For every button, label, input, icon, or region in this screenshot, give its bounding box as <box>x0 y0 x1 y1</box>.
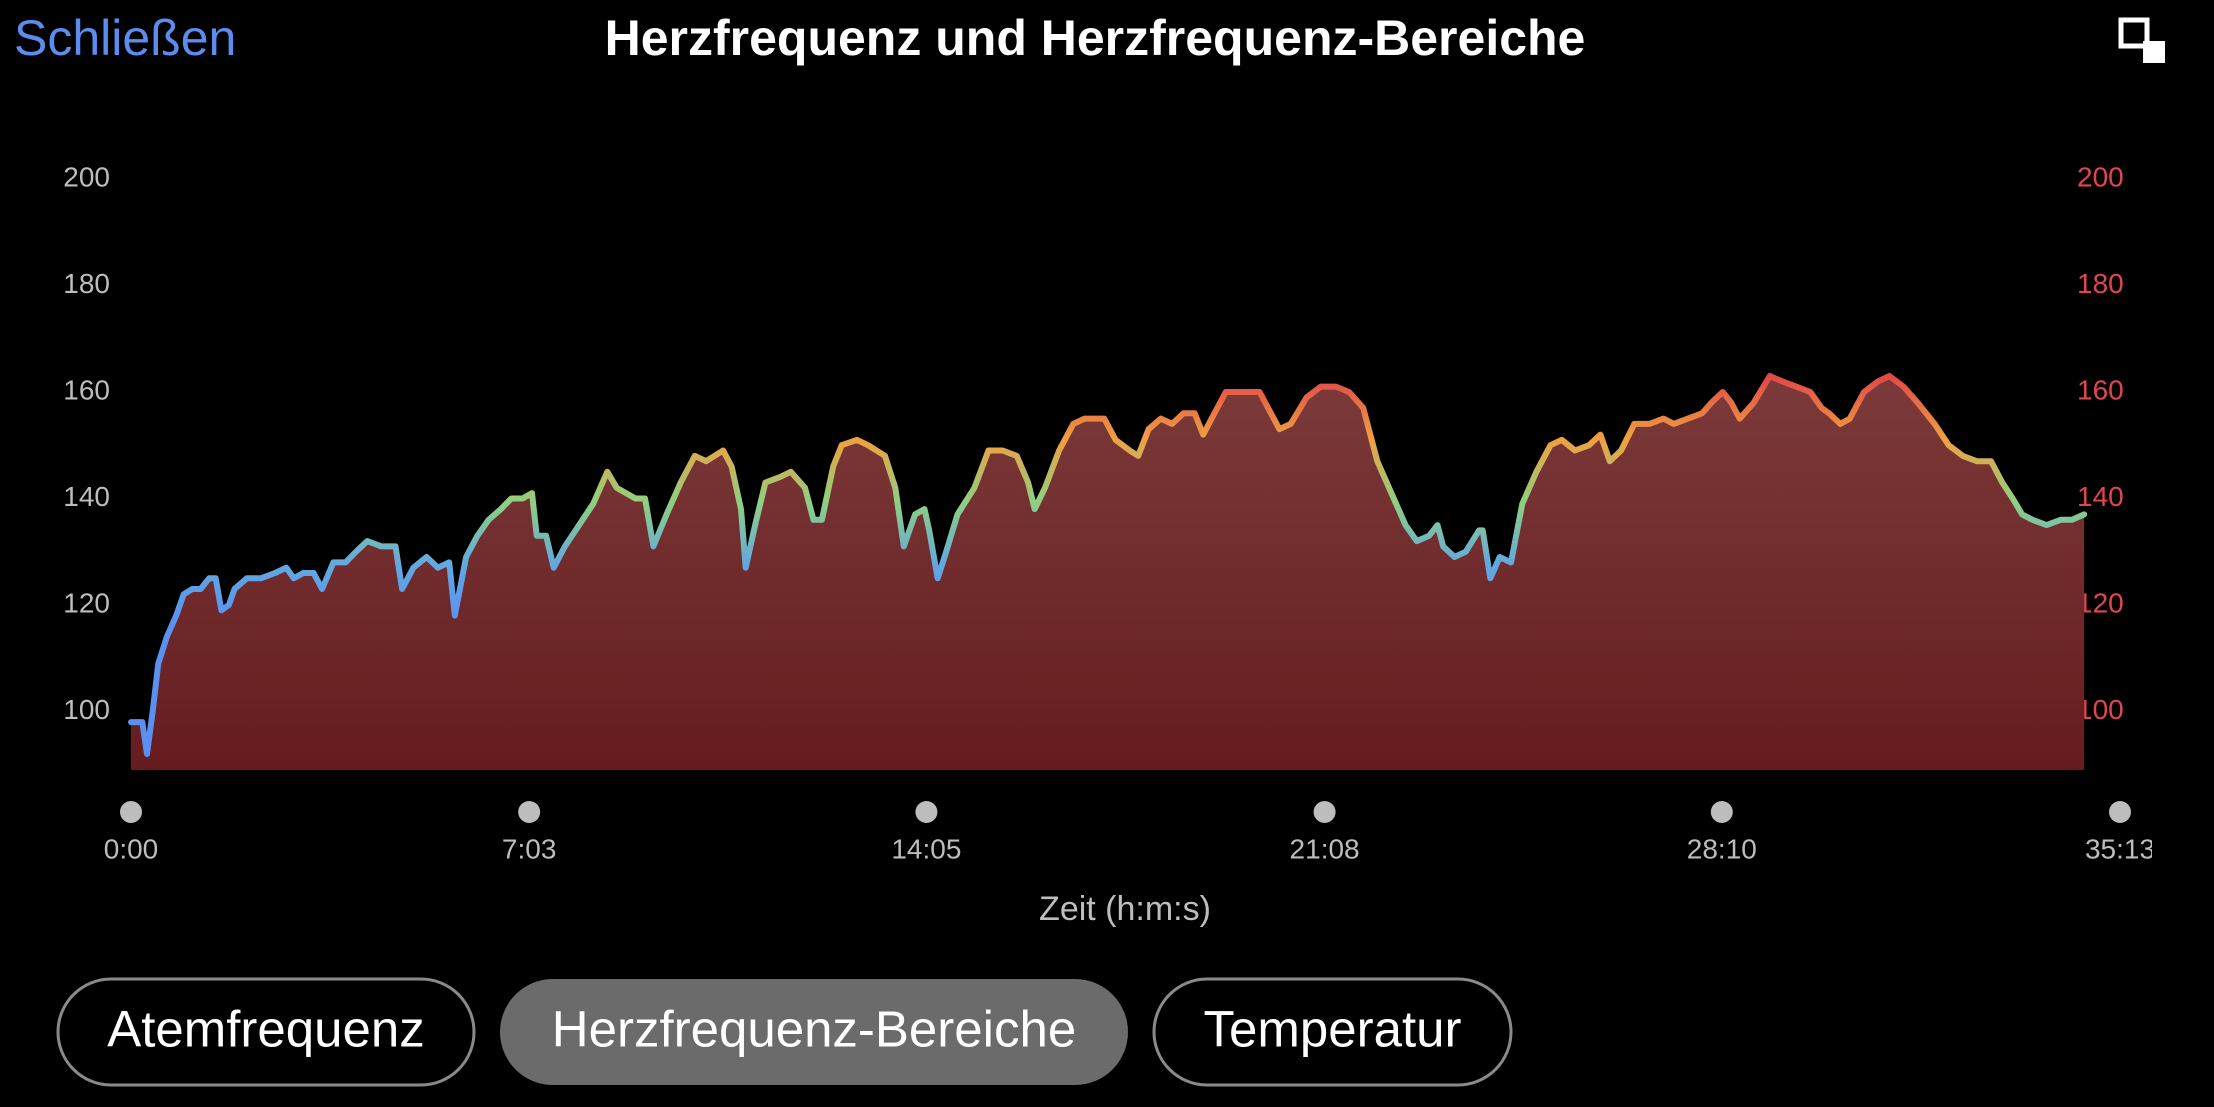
tab[interactable]: Temperatur <box>1152 977 1513 1087</box>
x-tick-label: 35:13 <box>2085 833 2155 864</box>
tab-background <box>1152 977 1513 1087</box>
y2-tick-label: 200 <box>2077 161 2124 192</box>
x-tick-label: 14:05 <box>891 833 961 864</box>
x-tick-dot <box>1313 801 1336 823</box>
x-tick-label: 28:10 <box>1687 833 1757 864</box>
x-tick-label: 0:00 <box>104 833 159 864</box>
y2-tick-label: 160 <box>2077 374 2124 405</box>
y2-tick-label: 100 <box>2077 694 2124 725</box>
y-tick-label: 180 <box>63 268 110 299</box>
x-tick-dot <box>915 801 938 823</box>
chart: 100 120 140 160 180 200 100 120 140 160 180 200 0:00… <box>63 161 2155 928</box>
y2-tick-label: 120 <box>2077 587 2124 618</box>
y2-tick-label: 140 <box>2077 481 2124 512</box>
area <box>131 376 2085 770</box>
y-tick-label: 200 <box>63 161 110 192</box>
title: Herzfrequenz und Herzfrequenz-Bereiche <box>605 10 1586 66</box>
x-tick-dot <box>518 801 541 823</box>
close-button[interactable]: Schließen <box>14 10 236 66</box>
y-tick-label: 100 <box>63 694 110 725</box>
x-axis-label: Zeit (h:m:s) <box>1039 890 1211 928</box>
tab-background <box>500 979 1128 1085</box>
tab-label[interactable]: Atemfrequenz <box>107 1000 425 1057</box>
tab-bar: Atemfrequenz Herzfrequenz-Bereiche Tempera… <box>56 977 1513 1087</box>
x-tick-dot <box>120 801 142 823</box>
tab-label[interactable]: Temperatur <box>1204 1000 1462 1057</box>
x-tick-dot <box>2109 801 2131 823</box>
y2-tick-label: 180 <box>2077 268 2124 299</box>
y-tick-label: 160 <box>63 374 110 405</box>
tab-background <box>56 977 476 1087</box>
x-tick-label: 7:03 <box>502 833 557 864</box>
x-tick-label: 21:08 <box>1290 833 1360 864</box>
expand-icon[interactable] <box>2118 17 2165 64</box>
tab-label[interactable]: Herzfrequenz-Bereiche <box>552 1000 1076 1057</box>
y-tick-label: 140 <box>63 481 110 512</box>
tab[interactable]: Herzfrequenz-Bereiche <box>500 979 1128 1085</box>
x-tick-dot <box>1710 801 1733 823</box>
x-axis: 0:00 7:03 14:05 21:08 28:10 35:13 <box>104 801 2155 864</box>
line <box>128 373 2088 757</box>
y-tick-label: 120 <box>63 587 110 618</box>
tab[interactable]: Atemfrequenz <box>56 977 476 1087</box>
